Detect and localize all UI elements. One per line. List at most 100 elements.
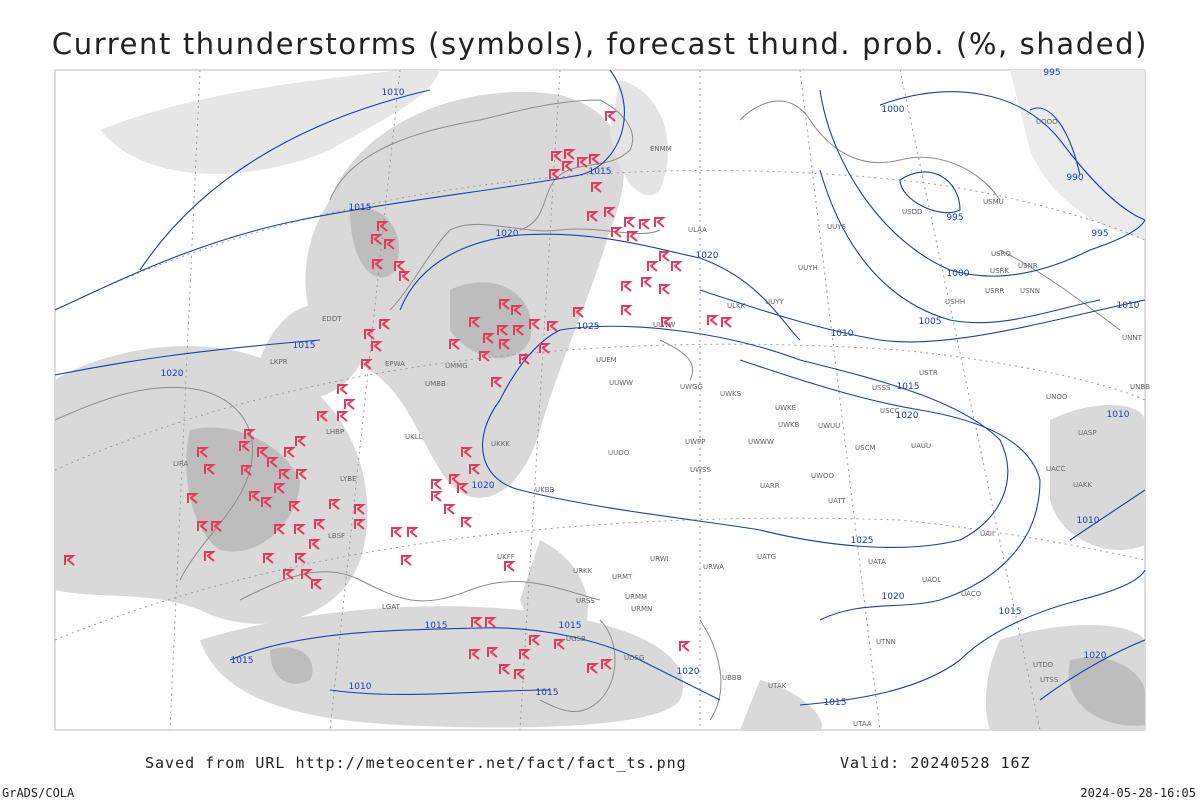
station-label: USMU <box>983 198 1004 206</box>
thunderstorm-symbol <box>377 221 389 232</box>
station-label: UWKB <box>778 421 800 429</box>
thunderstorm-symbol <box>296 469 308 480</box>
thunderstorm-symbol <box>295 553 307 564</box>
thunderstorm-symbol <box>519 649 531 660</box>
station-label: URKK <box>573 567 593 575</box>
thunderstorm-symbol <box>197 521 209 532</box>
software: GrADS/COLA <box>2 786 75 800</box>
thunderstorm-symbol <box>337 384 349 395</box>
isobar-label: 990 <box>1066 173 1083 183</box>
thunderstorm-symbol <box>401 555 413 566</box>
station-label: UAUU <box>911 442 931 450</box>
isobar-label: 1020 <box>896 411 919 421</box>
thunderstorm-symbol <box>197 447 209 458</box>
isobar-label: 1010 <box>349 682 372 692</box>
thunderstorm-symbol <box>497 325 509 336</box>
thunderstorm-symbol <box>469 464 481 475</box>
map: 1010 1015 1015 1020 1020 1025 1015 1020 1020 1015… <box>54 68 1150 731</box>
station-label: UTDD <box>1033 661 1053 669</box>
isobar-label: 1000 <box>947 269 970 279</box>
station-label: LBSF <box>328 532 345 540</box>
station-label: UTAK <box>768 682 787 690</box>
valid-time: Valid: 20240528 16Z <box>840 754 1031 772</box>
station-label: UMMG <box>445 362 468 370</box>
isobar-label: 1015 <box>897 382 920 392</box>
station-label: UNOO <box>1046 393 1068 401</box>
thunderstorm-symbol <box>187 493 199 504</box>
title: Current thunderstorms (symbols), forecas… <box>52 27 1148 61</box>
thunderstorm-symbol <box>294 524 306 535</box>
thunderstorm-symbol <box>211 521 223 532</box>
thunderstorm-symbol <box>371 234 383 245</box>
thunderstorm-symbol <box>511 305 523 316</box>
thunderstorm-symbol <box>239 441 251 452</box>
station-label: LKPR <box>270 358 288 366</box>
thunderstorm-symbol <box>384 239 396 250</box>
station-label: UACC <box>1046 465 1066 473</box>
station-label: UKFF <box>497 553 515 561</box>
thunderstorm-symbol <box>284 447 296 458</box>
station-label: USSS <box>872 384 891 392</box>
thunderstorm-symbol <box>529 635 541 646</box>
station-label: UWUU <box>818 422 840 430</box>
station-label: UDSG <box>624 654 644 662</box>
isobar-label: 1015 <box>349 203 372 213</box>
thunderstorm-symbol <box>554 639 566 650</box>
isobar-label: 1015 <box>589 167 612 177</box>
isobar-label: 1020 <box>1084 651 1107 661</box>
station-label: UUEM <box>596 356 617 364</box>
station-label: URMT <box>612 573 633 581</box>
isobars <box>54 69 1146 706</box>
thunderstorm-symbol <box>329 499 341 510</box>
thunderstorm-symbol <box>671 261 683 272</box>
station-label: URSS <box>576 597 595 605</box>
station-label: USNR <box>1018 262 1038 270</box>
thunderstorm-symbol <box>621 305 633 316</box>
thunderstorm-symbol <box>431 491 443 502</box>
isobar-label: 1020 <box>161 369 184 379</box>
thunderstorm-symbol <box>391 527 403 538</box>
thunderstorm-symbol <box>605 111 617 122</box>
thunderstorm-symbol <box>587 211 599 222</box>
thunderstorm-symbol <box>261 497 273 508</box>
thunderstorm-symbol <box>679 641 691 652</box>
thunderstorm-symbol <box>274 524 286 535</box>
isobar-label: 1015 <box>824 698 847 708</box>
station-label: ULAA <box>688 226 707 234</box>
isobar-label: 1025 <box>577 322 600 332</box>
thunderstorm-symbol <box>295 436 307 447</box>
isobar-label: 995 <box>946 213 963 223</box>
thunderstorm-symbol <box>707 315 719 326</box>
station-label: LIRA <box>173 460 189 468</box>
thunderstorm-symbol <box>647 261 659 272</box>
station-label: UTAA <box>853 720 872 728</box>
thunderstorm-symbol <box>283 569 295 580</box>
thunderstorm-symbol <box>624 217 636 228</box>
thunderstorm-symbol <box>317 411 329 422</box>
thunderstorm-symbol <box>399 271 411 282</box>
thunderstorm-symbol <box>263 553 275 564</box>
thunderstorm-symbol <box>659 251 671 262</box>
thunderstorm-symbol <box>577 157 589 168</box>
thunderstorm-symbol <box>573 307 585 318</box>
thunderstorm-symbol <box>204 464 216 475</box>
station-label: UKKK <box>491 440 510 448</box>
isobar-label: 1015 <box>536 688 559 698</box>
thunderstorm-symbol <box>449 474 461 485</box>
isobar-label: 1015 <box>231 656 254 666</box>
isobar-label: 1020 <box>882 592 905 602</box>
thunderstorm-symbol <box>64 555 76 566</box>
isobar-label: 1005 <box>919 317 942 327</box>
station-label: UACO <box>961 590 982 598</box>
station-label: ULKK <box>727 302 746 310</box>
thunderstorm-symbol <box>529 319 541 330</box>
thunderstorm-symbol <box>361 359 373 370</box>
thunderstorm-symbol <box>471 617 483 628</box>
station-label: UUYS <box>827 223 847 231</box>
isobar-label: 1010 <box>382 88 405 98</box>
station-label: UWKS <box>720 390 742 398</box>
thunderstorm-symbol <box>514 669 526 680</box>
thunderstorm-symbol <box>431 479 443 490</box>
thunderstorm-symbol <box>639 219 651 230</box>
station-label: EPWA <box>385 360 405 368</box>
